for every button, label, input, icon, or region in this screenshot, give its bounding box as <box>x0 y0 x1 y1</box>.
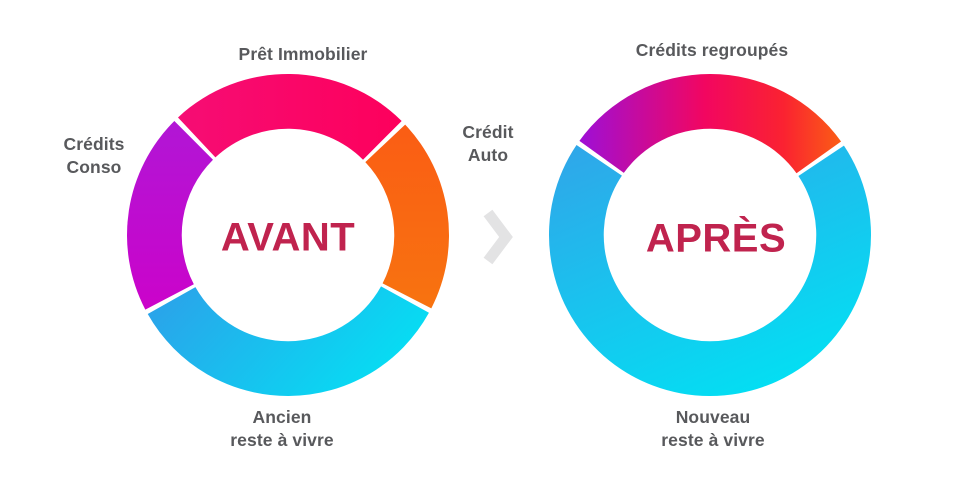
segment-label-credits-regroupes: Crédits regroupés <box>635 40 789 60</box>
donut-chart-avant <box>126 73 449 397</box>
donut-segment-nouveau-reste-a-vivre <box>548 144 871 396</box>
segment-label-credit-auto: Crédit Auto <box>462 122 514 165</box>
segment-label-ancien-reste-a-vivre: Ancien reste à vivre <box>230 407 334 450</box>
segment-label-credits-conso: Crédits Conso <box>63 134 125 177</box>
segment-label-nouveau-reste-a-vivre: Nouveau reste à vivre <box>661 407 765 450</box>
donut-segment-ancien-reste-a-vivre <box>147 286 429 397</box>
donut-center-label-avant: AVANT <box>220 215 356 260</box>
donut-center-label-apres: APRÈS <box>645 216 787 261</box>
donut-segment-credits-conso <box>126 120 213 310</box>
donut-segment-credit-auto <box>365 124 449 309</box>
donut-chart-apres <box>548 74 871 396</box>
chevron-right-stroke <box>483 209 513 265</box>
donut-segment-pret-immobilier <box>177 73 402 160</box>
chevron-right-icon <box>483 209 513 265</box>
segment-label-pret-immobilier: Prêt Immobilier <box>238 44 368 64</box>
donut-segment-credits-regroupes <box>579 74 842 174</box>
